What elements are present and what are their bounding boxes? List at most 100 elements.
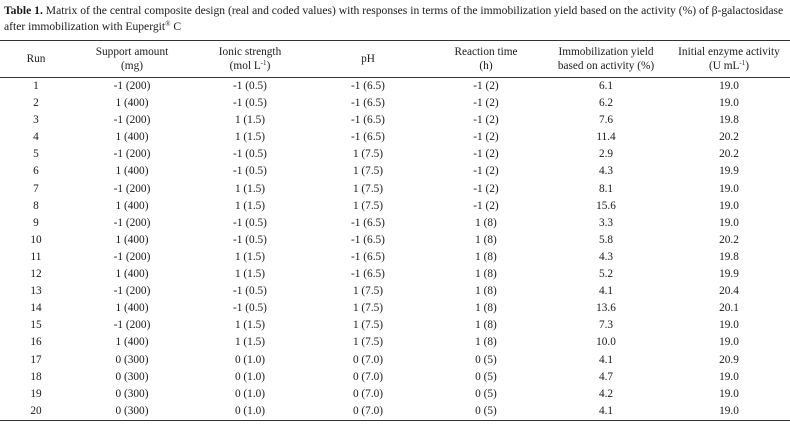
table-row: 8 1 (400) 1 (1.5) 1 (7.5) -1 (2) 15.6 19.0 xyxy=(0,198,790,215)
cell-initial-enzyme-activity: 19.0 xyxy=(719,336,739,349)
cell-initial-enzyme-activity: 20.4 xyxy=(719,285,739,298)
cell-run: 13 xyxy=(30,285,42,298)
cell-initial-enzyme-activity: 19.8 xyxy=(719,114,739,127)
cell-ionic-strength: -1 (0.5) xyxy=(233,285,267,298)
header-ionic-strength: Ionic strength (mol L-1) xyxy=(192,40,308,78)
cell-initial-enzyme-activity: 19.0 xyxy=(719,387,739,400)
table-row: 6 1 (400) -1 (0.5) 1 (7.5) -1 (2) 4.3 19.9 xyxy=(0,163,790,180)
header-initial-enzyme-activity: Initial enzyme activity (U mL-1) xyxy=(668,40,790,78)
cell-reaction-time: 1 (8) xyxy=(475,216,497,229)
cell-reaction-time: -1 (2) xyxy=(473,148,499,161)
cell-immobilization-yield: 7.6 xyxy=(598,114,614,127)
cell-immobilization-yield: 8.1 xyxy=(598,182,614,195)
cell-run: 18 xyxy=(30,370,42,383)
table-row: 16 1 (400) 1 (1.5) 1 (7.5) 1 (8) 10.0 19.0 xyxy=(0,334,790,351)
cell-ph: 0 (7.0) xyxy=(308,402,428,421)
cell-run: 7 xyxy=(33,182,39,195)
cell-ph: 1 (7.5) xyxy=(352,148,384,161)
cell-run: 3 xyxy=(33,114,39,127)
data-table: Run Support amount (mg) Ionic strength (… xyxy=(0,40,790,421)
cell-ionic-strength: 0 (1.0) xyxy=(234,353,266,366)
cell-initial-enzyme-activity: 19.0 xyxy=(719,199,739,212)
header-immobilization-yield: Immobilization yield based on activity (… xyxy=(544,40,668,78)
table-row: 20 0 (300) 0 (1.0) 0 (7.0) 0 (5) 4.1 19.0 xyxy=(0,402,790,421)
cell-ph: 1 (7.5) xyxy=(352,199,384,212)
cell-immobilization-yield: 10.0 xyxy=(596,336,616,349)
cell-reaction-time: 1 (8) xyxy=(475,336,497,349)
cell-immobilization-yield: 5.8 xyxy=(598,233,614,246)
cell-ph: 0 (7.0) xyxy=(352,387,384,400)
cell-ph: 0 (7.0) xyxy=(352,370,384,383)
cell-immobilization-yield: 4.2 xyxy=(598,387,614,400)
cell-immobilization-yield: 11.4 xyxy=(596,131,616,144)
table-row: 1 -1 (200) -1 (0.5) -1 (6.5) -1 (2) 6.1 19.0 xyxy=(0,78,790,96)
table-row: 9 -1 (200) -1 (0.5) -1 (6.5) 1 (8) 3.3 19.0 xyxy=(0,215,790,232)
header-ph: pH xyxy=(308,40,428,78)
cell-ionic-strength: -1 (0.5) xyxy=(233,216,267,229)
cell-immobilization-yield: 7.3 xyxy=(598,319,614,332)
cell-initial-enzyme-activity: 19.8 xyxy=(719,250,739,263)
cell-reaction-time: 0 (5) xyxy=(475,387,497,400)
cell-ionic-strength: -1 (0.5) xyxy=(233,80,267,92)
table-row: 18 0 (300) 0 (1.0) 0 (7.0) 0 (5) 4.7 19.0 xyxy=(0,369,790,386)
cell-initial-enzyme-activity: 20.9 xyxy=(719,353,739,366)
table-row: 11 -1 (200) 1 (1.5) -1 (6.5) 1 (8) 4.3 19.8 xyxy=(0,249,790,266)
cell-run: 4 xyxy=(33,131,39,144)
cell-reaction-time: 0 (5) xyxy=(475,353,497,366)
header-support-amount: Support amount (mg) xyxy=(72,40,192,78)
cell-ph: 1 (7.5) xyxy=(352,319,384,332)
cell-immobilization-yield: 4.1 xyxy=(598,285,614,298)
header-reaction-time: Reaction time (h) xyxy=(428,40,544,78)
cell-ionic-strength: 1 (1.5) xyxy=(234,268,266,281)
cell-reaction-time: 0 (5) xyxy=(475,370,497,383)
cell-ionic-strength: -1 (0.5) xyxy=(233,165,267,178)
table-caption: Table 1. Matrix of the central composite… xyxy=(4,3,786,35)
cell-reaction-time: 1 (8) xyxy=(475,285,497,298)
table-row: 7 -1 (200) 1 (1.5) 1 (7.5) -1 (2) 8.1 19.0 xyxy=(0,181,790,198)
cell-run: 16 xyxy=(30,336,42,349)
cell-support-amount: -1 (200) xyxy=(113,285,151,298)
cell-support-amount: 0 (300) xyxy=(72,402,192,421)
table-label: Table 1. xyxy=(4,4,43,17)
cell-reaction-time: 1 (8) xyxy=(475,233,497,246)
cell-reaction-time: -1 (2) xyxy=(473,182,499,195)
table-row: 19 0 (300) 0 (1.0) 0 (7.0) 0 (5) 4.2 19.0 xyxy=(0,386,790,403)
cell-support-amount: 1 (400) xyxy=(115,302,149,315)
cell-run: 9 xyxy=(33,216,39,229)
cell-initial-enzyme-activity: 19.9 xyxy=(719,165,739,178)
cell-initial-enzyme-activity: 19.0 xyxy=(719,216,739,229)
cell-run: 2 xyxy=(33,97,39,110)
table-row: 2 1 (400) -1 (0.5) -1 (6.5) -1 (2) 6.2 19.0 xyxy=(0,95,790,112)
cell-immobilization-yield: 6.2 xyxy=(598,97,614,110)
cell-reaction-time: -1 (2) xyxy=(473,97,499,110)
cell-run: 19 xyxy=(30,387,42,400)
table-row: 15 -1 (200) 1 (1.5) 1 (7.5) 1 (8) 7.3 19.0 xyxy=(0,317,790,334)
table-row: 17 0 (300) 0 (1.0) 0 (7.0) 0 (5) 4.1 20.9 xyxy=(0,352,790,369)
cell-ph: -1 (6.5) xyxy=(351,114,385,127)
cell-ph: -1 (6.5) xyxy=(351,233,385,246)
cell-ionic-strength: 1 (1.5) xyxy=(234,250,266,263)
cell-support-amount: -1 (200) xyxy=(113,216,151,229)
cell-run: 14 xyxy=(30,302,42,315)
cell-run: 11 xyxy=(30,250,42,263)
cell-ionic-strength: 1 (1.5) xyxy=(234,199,266,212)
cell-run: 5 xyxy=(33,148,39,161)
cell-ionic-strength: 1 (1.5) xyxy=(234,114,266,127)
cell-ionic-strength: 1 (1.5) xyxy=(234,131,266,144)
cell-ionic-strength: 0 (1.0) xyxy=(234,387,266,400)
cell-initial-enzyme-activity: 19.0 xyxy=(719,182,739,195)
cell-ph: -1 (6.5) xyxy=(351,80,385,92)
cell-ph: -1 (6.5) xyxy=(351,268,385,281)
cell-initial-enzyme-activity: 19.0 xyxy=(719,97,739,110)
cell-initial-enzyme-activity: 20.1 xyxy=(719,302,739,315)
cell-immobilization-yield: 5.2 xyxy=(598,268,614,281)
cell-reaction-time: -1 (2) xyxy=(473,131,499,144)
cell-support-amount: -1 (200) xyxy=(113,114,151,127)
cell-immobilization-yield: 4.3 xyxy=(598,165,614,178)
cell-support-amount: -1 (200) xyxy=(113,182,151,195)
cell-immobilization-yield: 13.6 xyxy=(596,302,616,315)
cell-immobilization-yield: 4.1 xyxy=(544,402,668,421)
cell-ionic-strength: 0 (1.0) xyxy=(234,370,266,383)
cell-support-amount: -1 (200) xyxy=(113,80,151,92)
table-header-row: Run Support amount (mg) Ionic strength (… xyxy=(0,40,790,78)
